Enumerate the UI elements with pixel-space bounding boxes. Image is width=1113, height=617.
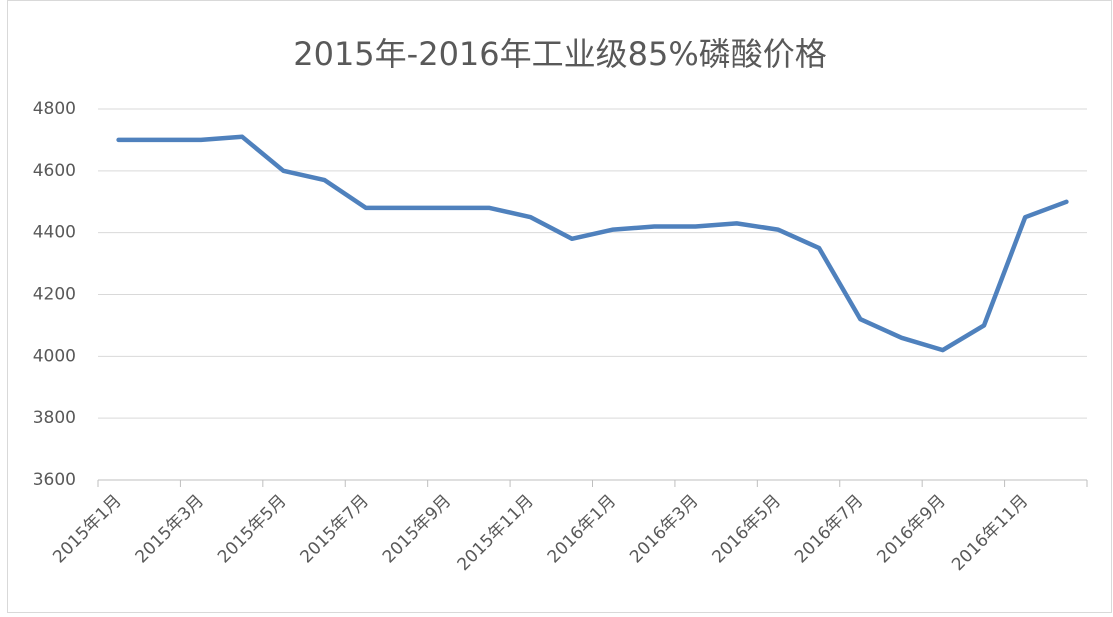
y-tick-label: 3600 — [33, 470, 76, 490]
line-series — [116, 134, 1069, 353]
y-tick-label: 4800 — [33, 99, 76, 119]
y-tick-label: 4400 — [33, 223, 76, 243]
chart-border — [7, 0, 1112, 613]
y-tick-label: 4200 — [33, 285, 76, 305]
y-tick-label: 4600 — [33, 161, 76, 181]
chart-title: 2015年-2016年工业级85%磷酸价格 — [293, 35, 827, 73]
y-tick-label: 4000 — [33, 346, 76, 366]
y-tick-label: 3800 — [33, 408, 76, 428]
